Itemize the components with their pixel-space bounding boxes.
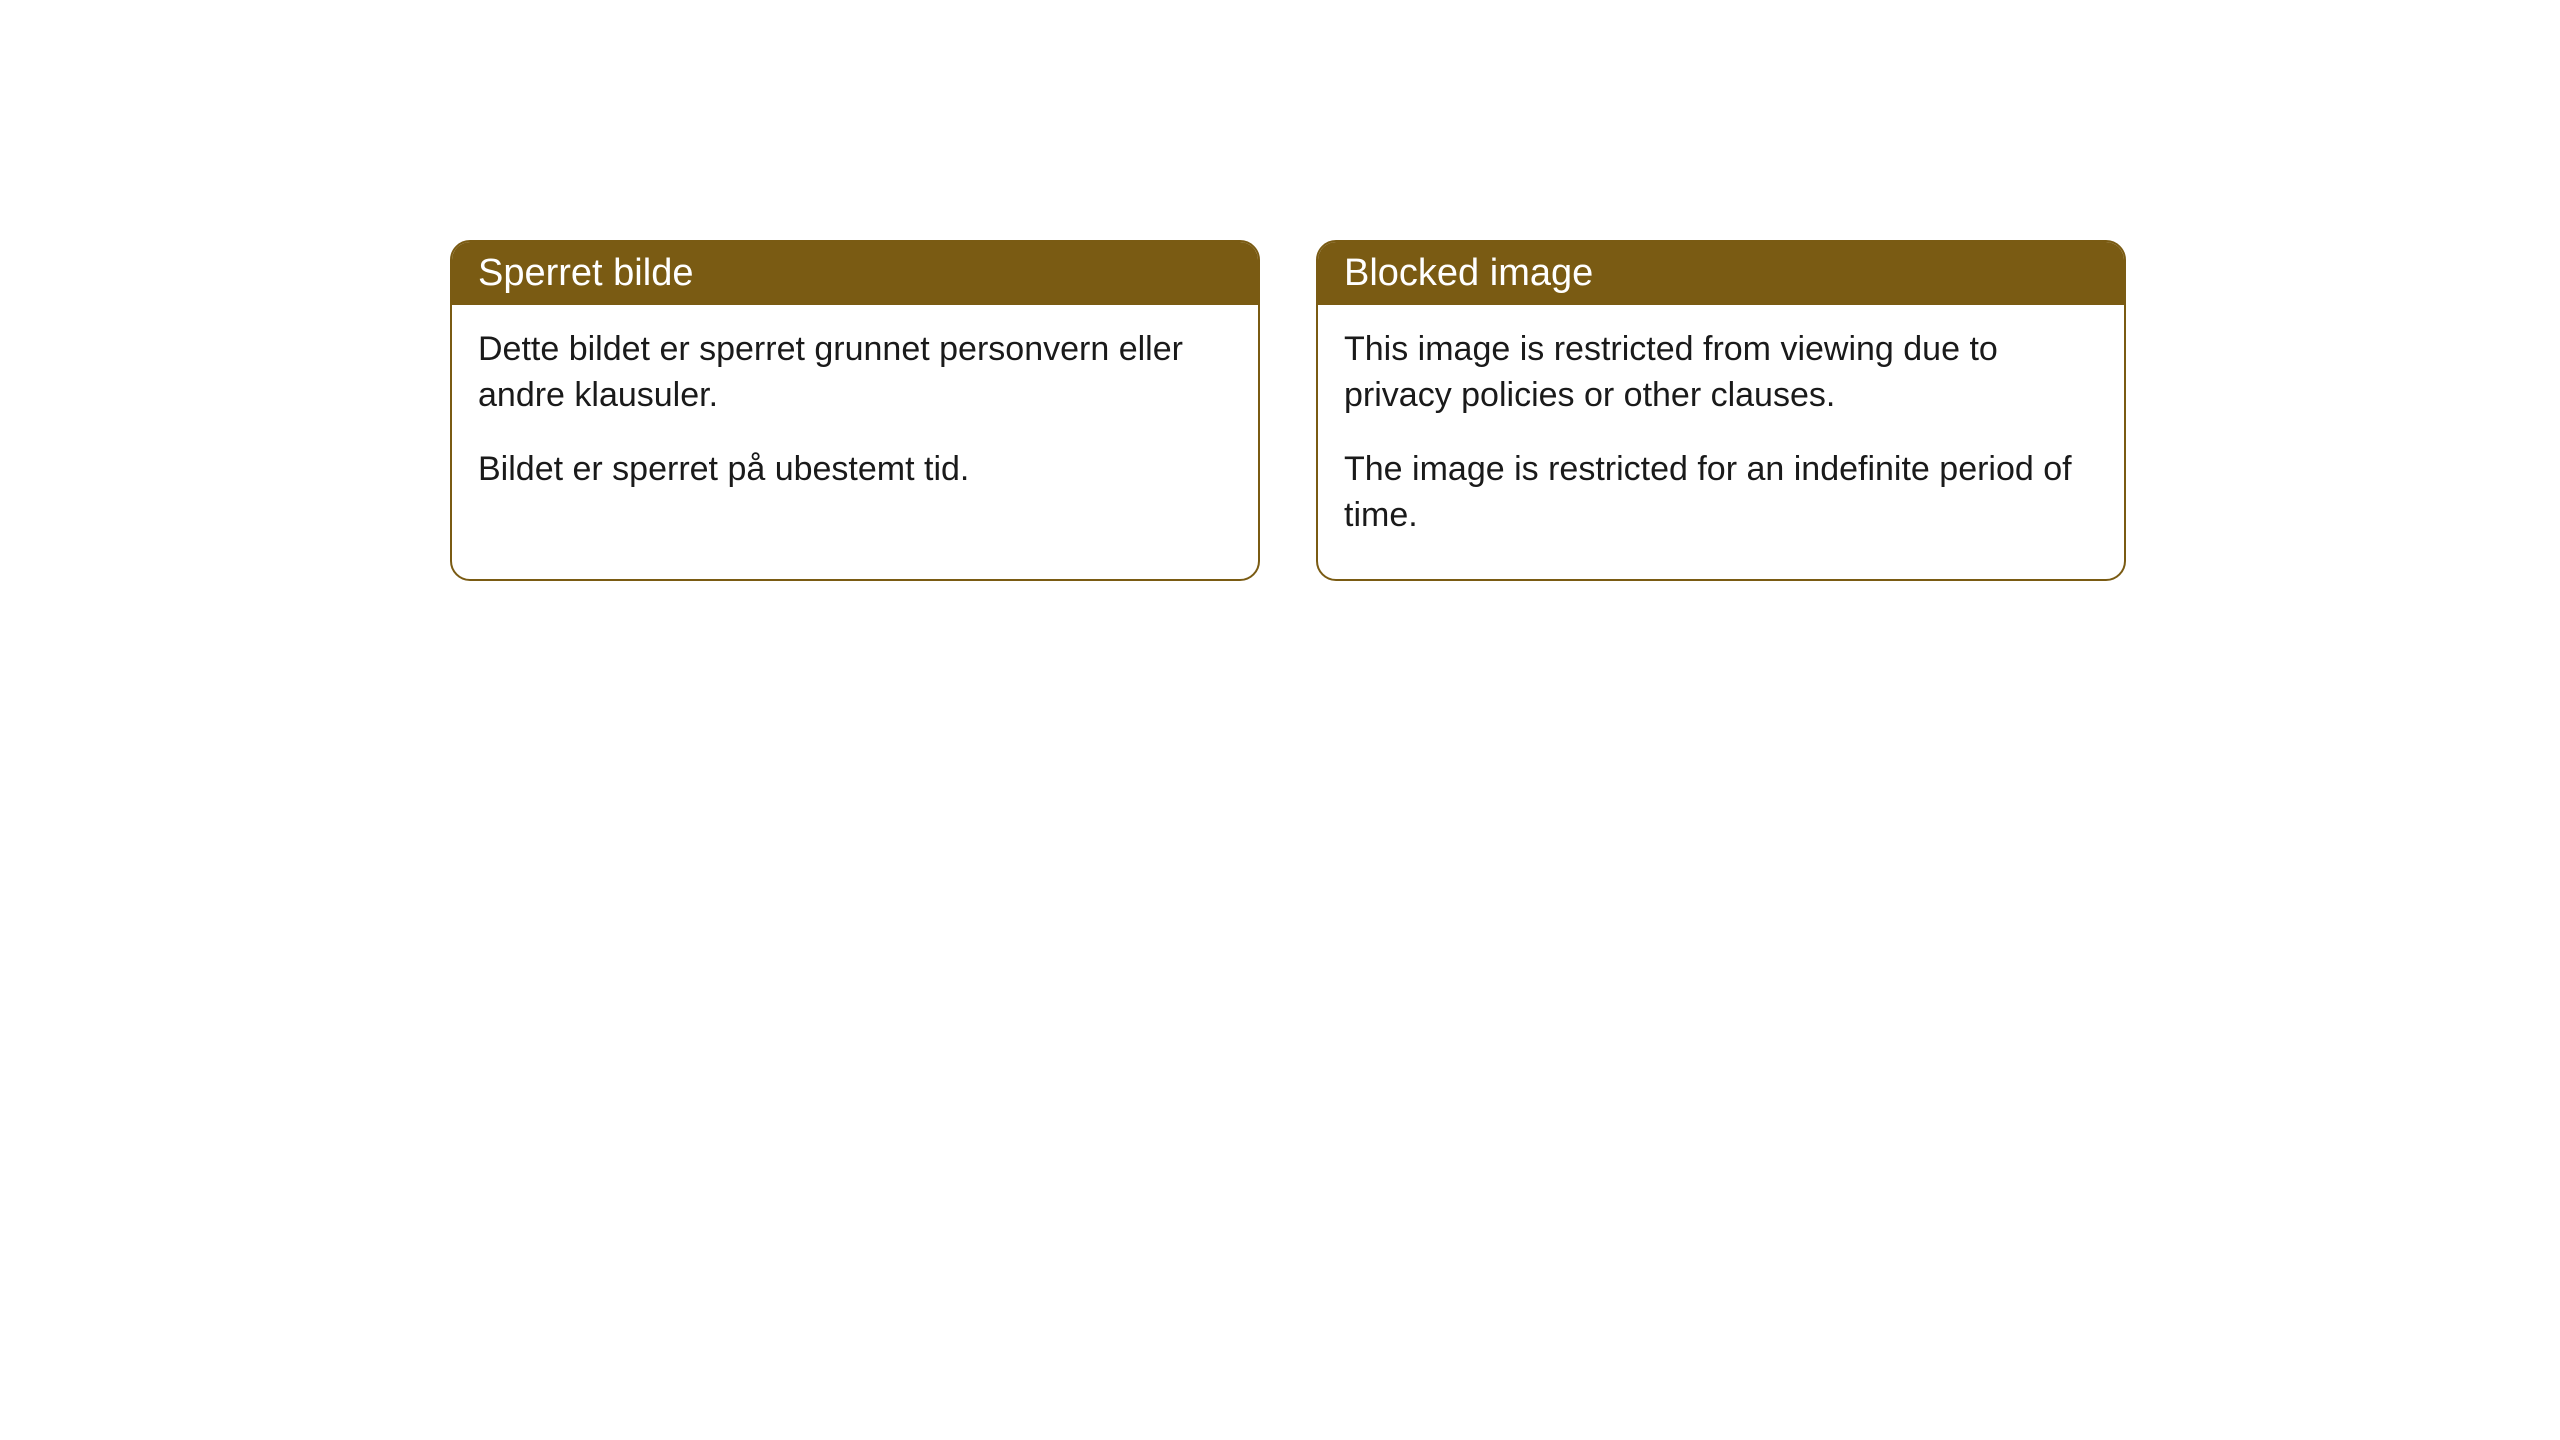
card-title-left: Sperret bilde bbox=[478, 252, 693, 294]
card-paragraph-2-right: The image is restricted for an indefinit… bbox=[1344, 447, 2098, 539]
card-paragraph-2-left: Bildet er sperret på ubestemt tid. bbox=[478, 447, 1232, 493]
card-body-left: Dette bildet er sperret grunnet personve… bbox=[452, 305, 1258, 533]
notice-cards-container: Sperret bilde Dette bildet er sperret gr… bbox=[450, 240, 2126, 581]
card-body-right: This image is restricted from viewing du… bbox=[1318, 305, 2124, 579]
card-header-right: Blocked image bbox=[1318, 242, 2124, 305]
card-paragraph-1-right: This image is restricted from viewing du… bbox=[1344, 327, 2098, 419]
card-header-left: Sperret bilde bbox=[452, 242, 1258, 305]
blocked-image-card-norwegian: Sperret bilde Dette bildet er sperret gr… bbox=[450, 240, 1260, 581]
card-paragraph-1-left: Dette bildet er sperret grunnet personve… bbox=[478, 327, 1232, 419]
blocked-image-card-english: Blocked image This image is restricted f… bbox=[1316, 240, 2126, 581]
card-title-right: Blocked image bbox=[1344, 252, 1593, 294]
